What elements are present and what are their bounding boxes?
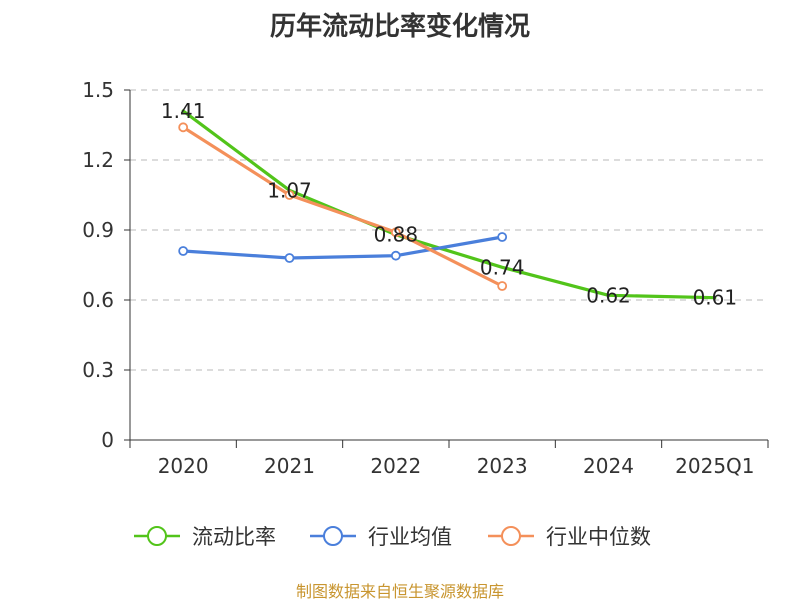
x-tick-label: 2020 <box>158 454 209 478</box>
data-point <box>390 227 401 238</box>
chart-title: 历年流动比率变化情况 <box>269 12 530 42</box>
y-tick-label: 1.5 <box>82 78 114 102</box>
data-point <box>390 250 401 261</box>
data-label: 0.74 <box>480 255 525 279</box>
legend: 流动比率 行业均值 行业中位数 <box>134 525 651 549</box>
data-labels: 1.41 1.07 0.88 0.74 0.62 0.61 <box>161 99 737 310</box>
legend-label: 流动比率 <box>192 525 276 549</box>
series-line-1 <box>181 235 504 260</box>
x-tick-label: 2021 <box>264 454 315 478</box>
axes: 0 0.3 0.6 0.9 1.2 1.5 2020 2021 2022 2023 2024 2025… <box>82 78 769 478</box>
y-tick-label: 0.3 <box>82 358 114 382</box>
data-point <box>284 190 295 200</box>
data-label: 0.61 <box>693 286 738 310</box>
y-tick-label: 0 <box>101 428 114 452</box>
x-tick-label: 2024 <box>583 454 634 478</box>
data-label: 0.88 <box>374 223 419 247</box>
x-tick-label: 2025Q1 <box>675 454 754 478</box>
legend-marker <box>323 526 343 546</box>
series-line-2 <box>181 125 504 288</box>
data-label: 1.41 <box>161 99 206 123</box>
data-point <box>497 232 508 242</box>
legend-label: 行业均值 <box>368 525 452 549</box>
y-tick-label: 1.2 <box>82 148 114 172</box>
y-tick-label: 0.6 <box>82 288 114 312</box>
data-point <box>178 246 189 256</box>
series-line-0 <box>181 109 717 300</box>
data-label: 0.62 <box>586 283 631 307</box>
data-point <box>497 281 508 291</box>
legend-label: 行业中位数 <box>546 525 651 549</box>
data-label: 1.07 <box>267 178 312 202</box>
series-layer <box>178 109 717 300</box>
data-point <box>284 253 295 263</box>
data-point <box>178 122 189 133</box>
x-tick-label: 2022 <box>370 454 421 478</box>
x-tick-label: 2023 <box>477 454 528 478</box>
gridlines <box>130 89 768 371</box>
legend-marker <box>147 526 167 546</box>
legend-marker <box>501 526 521 546</box>
y-tick-label: 0.9 <box>82 218 114 242</box>
source-note: 制图数据来自恒生聚源数据库 <box>295 582 504 601</box>
